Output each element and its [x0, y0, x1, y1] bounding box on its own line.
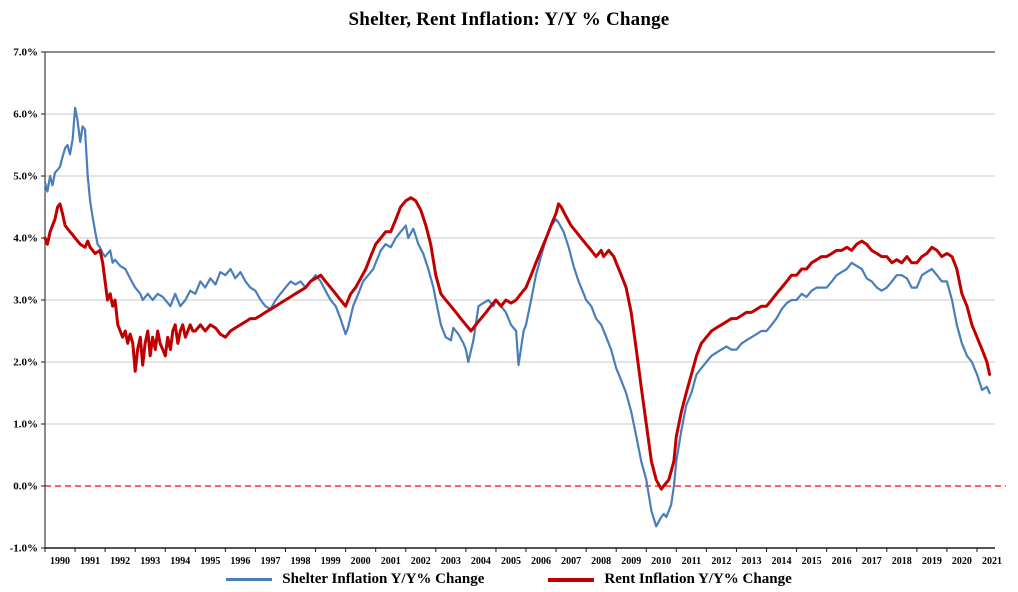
x-tick-label: 1994	[170, 556, 190, 567]
y-tick-label: 1.0%	[13, 419, 38, 431]
x-tick-label: 2002	[411, 556, 431, 567]
y-tick-label: 4.0%	[13, 233, 38, 245]
x-tick-label: 2017	[862, 556, 882, 567]
x-tick-label: 2001	[381, 556, 401, 567]
x-tick-label: 1990	[50, 556, 70, 567]
legend-label-rent: Rent Inflation Y/Y% Change	[604, 571, 792, 587]
legend-label-shelter: Shelter Inflation Y/Y% Change	[282, 571, 485, 587]
x-tick-label: 1993	[140, 556, 160, 567]
chart-legend: Shelter Inflation Y/Y% Change Rent Infla…	[0, 571, 1018, 588]
y-tick-label: 3.0%	[13, 295, 38, 307]
x-tick-label: 2018	[892, 556, 912, 567]
chart-title: Shelter, Rent Inflation: Y/Y % Change	[348, 9, 670, 30]
legend-item-shelter: Shelter Inflation Y/Y% Change	[226, 571, 484, 588]
x-tick-label: 1992	[110, 556, 130, 567]
x-tick-label: 2020	[952, 556, 972, 567]
y-tick-label: -1.0%	[10, 543, 38, 555]
x-tick-label: 1999	[321, 556, 341, 567]
x-tick-label: 1997	[260, 556, 280, 567]
x-tick-label: 2009	[621, 556, 641, 567]
y-tick-label: 7.0%	[13, 47, 38, 59]
x-tick-label: 2000	[351, 556, 371, 567]
x-tick-label: 2007	[561, 556, 581, 567]
x-tick-label: 2019	[922, 556, 942, 567]
rent-line-swatch-icon	[548, 577, 595, 582]
x-tick-label: 2011	[682, 556, 701, 567]
legend-item-rent: Rent Inflation Y/Y% Change	[548, 571, 792, 588]
x-tick-label: 2013	[741, 556, 761, 567]
shelter-line-swatch-icon	[226, 578, 273, 581]
x-tick-label: 2004	[471, 556, 491, 567]
x-tick-label: 1991	[80, 556, 100, 567]
y-tick-label: 0.0%	[13, 481, 38, 493]
x-tick-label: 2006	[531, 556, 551, 567]
x-tick-label: 2021	[982, 556, 1002, 567]
rent-inflation-line	[43, 196, 992, 491]
x-tick-label: 2010	[651, 556, 671, 567]
x-tick-label: 2014	[772, 556, 792, 567]
x-tick-label: 2008	[591, 556, 611, 567]
shelter-inflation-line	[43, 106, 991, 528]
x-tick-label: 2016	[832, 556, 852, 567]
y-tick-label: 2.0%	[13, 357, 38, 369]
y-tick-label: 6.0%	[13, 109, 38, 121]
x-tick-label: 1996	[230, 556, 250, 567]
y-tick-label: 5.0%	[13, 171, 38, 183]
x-tick-label: 1995	[200, 556, 220, 567]
x-tick-label: 2005	[501, 556, 521, 567]
x-tick-label: 1998	[291, 556, 311, 567]
x-tick-label: 2012	[711, 556, 731, 567]
x-tick-label: 2003	[441, 556, 461, 567]
x-tick-label: 2015	[802, 556, 822, 567]
